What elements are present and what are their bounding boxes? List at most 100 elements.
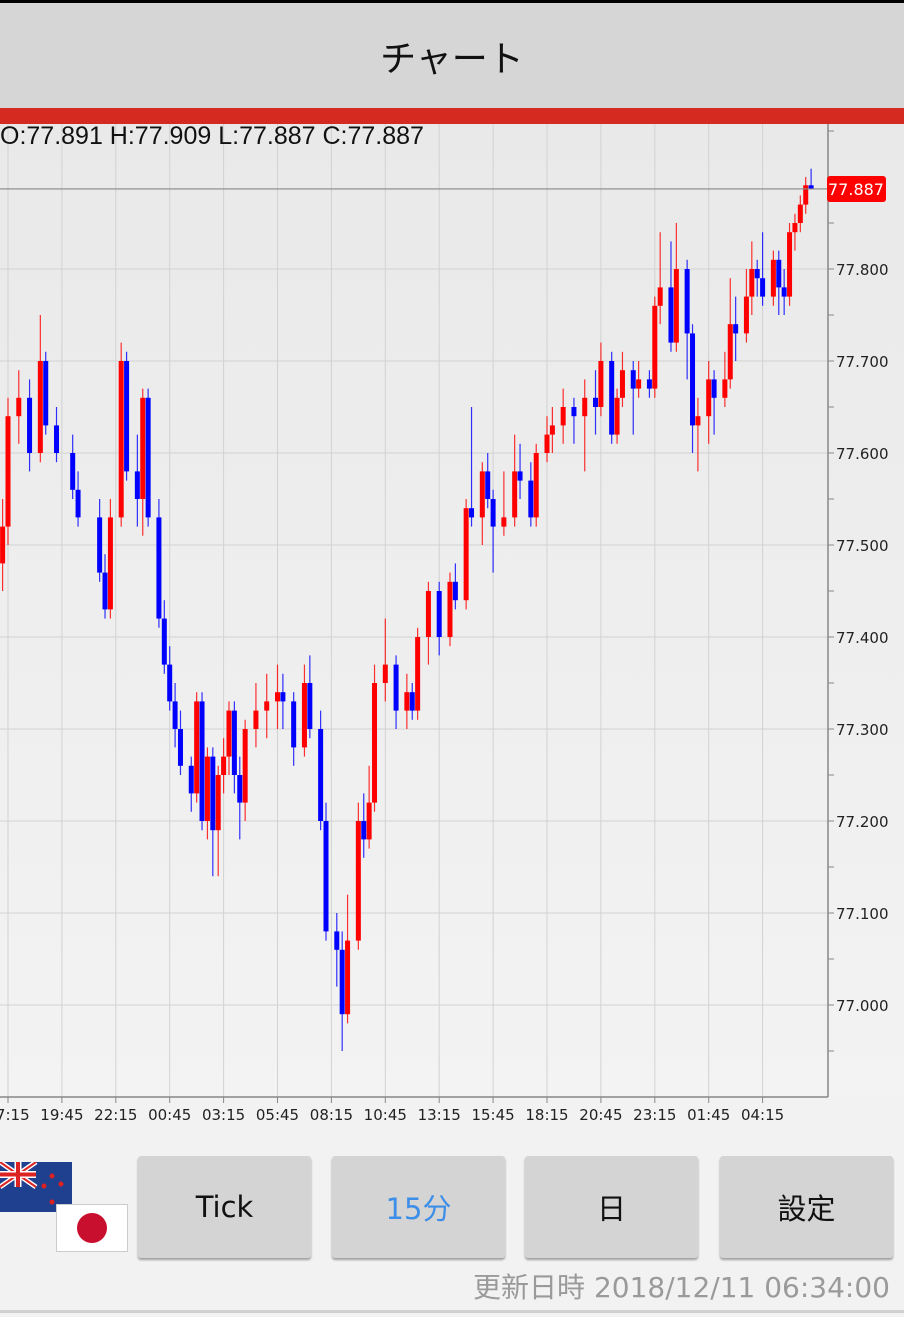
candle-body: [124, 361, 130, 472]
y-tick-label: 77.300: [836, 721, 889, 739]
candle-body: [598, 361, 604, 407]
candle-body: [194, 701, 200, 794]
candle-body: [372, 683, 378, 803]
x-tick-label: 04:15: [741, 1106, 784, 1124]
candle-body: [652, 305, 658, 389]
y-tick-label: 77.000: [836, 997, 889, 1015]
candle-body: [787, 232, 793, 297]
jp-flag-icon: [56, 1204, 128, 1252]
candle-body: [447, 581, 453, 637]
candle-body: [512, 471, 518, 518]
candle-body: [517, 471, 523, 481]
candle-body: [172, 701, 178, 729]
candle-body: [673, 269, 679, 343]
candle-body: [630, 370, 636, 389]
candle-body: [544, 434, 550, 453]
y-tick-label: 77.400: [836, 629, 889, 647]
candle-body: [571, 407, 577, 417]
candle-body: [657, 287, 663, 306]
candle-body: [808, 185, 814, 189]
candle-body: [803, 185, 809, 205]
candle-body: [501, 517, 507, 527]
daily-button[interactable]: 日: [525, 1156, 698, 1258]
status-bar: [0, 0, 904, 3]
15min-button[interactable]: 15分: [332, 1156, 505, 1258]
y-tick-label: 77.700: [836, 353, 889, 371]
candle-body: [533, 453, 539, 518]
candle-body: [318, 729, 324, 821]
candle-body: [54, 425, 60, 453]
x-tick-label: 10:45: [364, 1106, 407, 1124]
candle-body: [684, 269, 690, 334]
x-tick-label: 23:15: [633, 1106, 676, 1124]
candle-body: [781, 287, 787, 297]
x-tick-label: 15:45: [471, 1106, 514, 1124]
candle-body: [156, 517, 162, 619]
nz-flag-icon: [0, 1162, 72, 1212]
candle-body: [226, 710, 232, 757]
y-tick-label: 77.100: [836, 905, 889, 923]
candle-body: [582, 397, 588, 417]
current-price-badge: [827, 175, 886, 202]
candle-body: [490, 499, 496, 527]
candle-body: [393, 664, 399, 711]
candle-body: [140, 397, 146, 499]
candle-body: [339, 949, 345, 1015]
candle-body: [334, 931, 340, 950]
y-tick-label: 77.800: [836, 261, 889, 279]
candle-body: [253, 710, 259, 729]
x-tick-label: 00:45: [148, 1106, 191, 1124]
candle-body: [16, 397, 22, 417]
candle-body: [776, 259, 782, 288]
x-tick-label: 05:45: [256, 1106, 299, 1124]
candle-body: [5, 416, 11, 527]
candle-body: [301, 683, 307, 748]
candle-body: [134, 471, 140, 499]
candle-body: [361, 821, 367, 840]
candle-body: [463, 508, 469, 601]
candle-body: [770, 259, 776, 297]
candle-body: [0, 526, 6, 564]
divider: [0, 1310, 904, 1313]
x-tick-label: 03:15: [202, 1106, 245, 1124]
candle-body: [231, 710, 237, 775]
candle-body: [479, 471, 485, 518]
candle-body: [593, 397, 599, 407]
y-tick-label: 77.200: [836, 813, 889, 831]
candle-body: [636, 379, 642, 389]
candle-body: [722, 379, 728, 398]
tick-button[interactable]: Tick: [138, 1156, 311, 1258]
current-price-label: 77.887: [828, 180, 884, 199]
candle-body: [415, 637, 421, 711]
candle-body: [549, 425, 555, 435]
candle-body: [199, 701, 205, 821]
candle-body: [646, 379, 652, 389]
candle-body: [215, 775, 221, 831]
candle-body: [733, 324, 739, 334]
candle-body: [70, 453, 76, 490]
y-tick-label: 77.600: [836, 445, 889, 463]
candle-body: [221, 756, 227, 775]
candle-body: [307, 683, 313, 729]
candle-body: [485, 471, 491, 499]
candle-body: [275, 692, 280, 702]
x-tick-label: 18:15: [525, 1106, 568, 1124]
candle-body: [161, 618, 167, 665]
candle-body: [404, 692, 410, 711]
candle-body: [743, 296, 749, 334]
settings-button[interactable]: 設定: [720, 1156, 893, 1258]
candle-body: [727, 324, 733, 380]
candle-body: [668, 287, 674, 343]
candle-body: [528, 480, 534, 518]
candle-body: [695, 416, 701, 426]
x-tick-label: 19:45: [40, 1106, 83, 1124]
candle-body: [452, 581, 458, 601]
candle-body: [760, 278, 766, 297]
x-tick-label: 22:15: [94, 1106, 137, 1124]
candle-body: [118, 361, 124, 518]
candle-body: [609, 361, 615, 435]
candle-body: [797, 204, 803, 223]
ohlc-readout: O:77.891 H:77.909 L:77.887 C:77.887: [0, 122, 424, 150]
x-tick-label: 17:15: [0, 1106, 30, 1124]
